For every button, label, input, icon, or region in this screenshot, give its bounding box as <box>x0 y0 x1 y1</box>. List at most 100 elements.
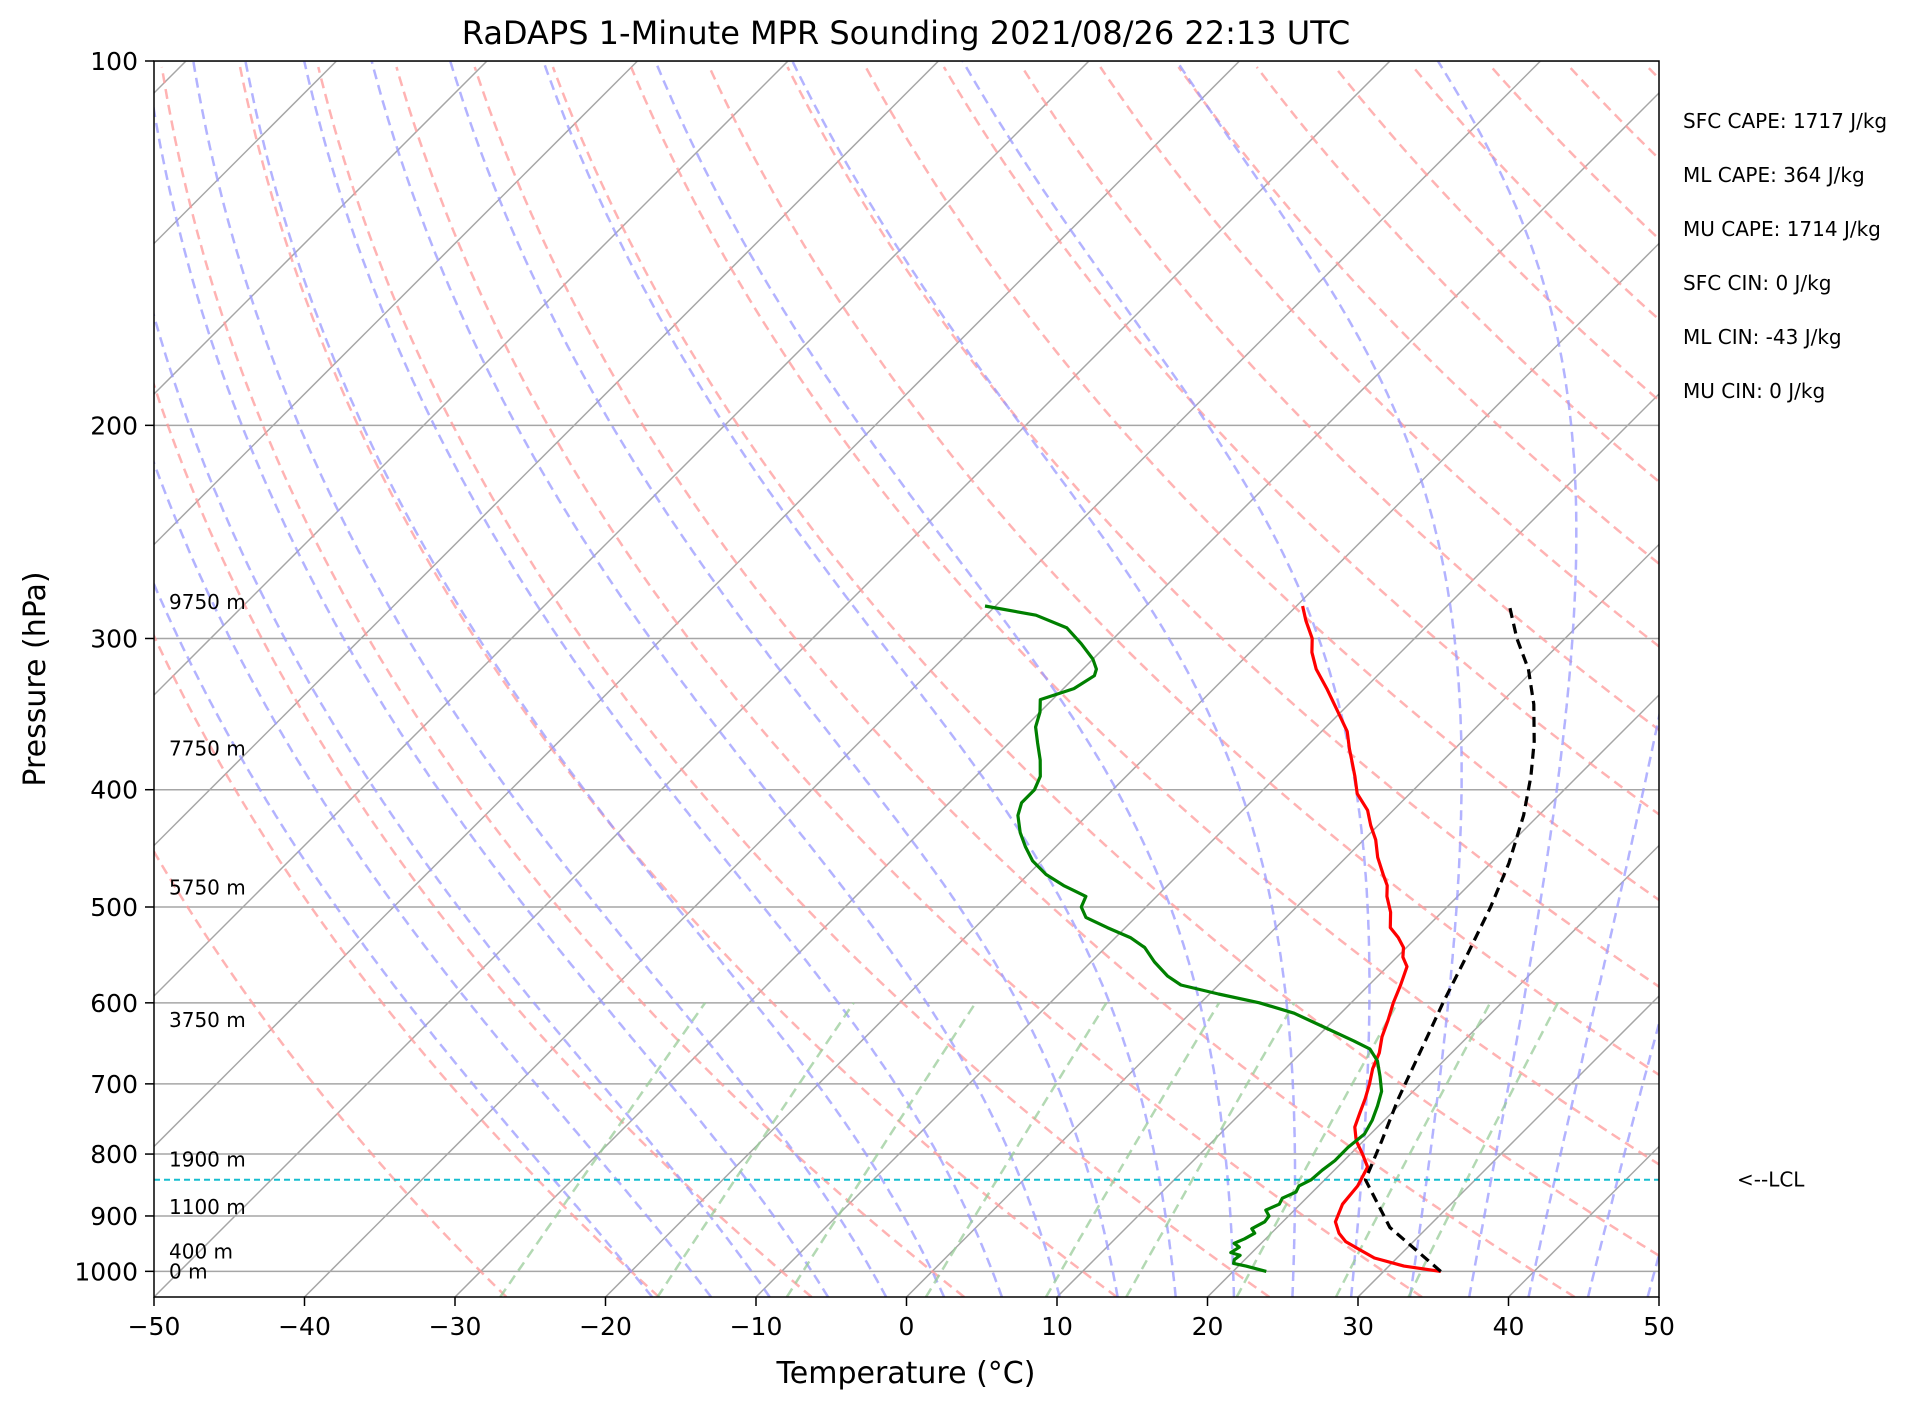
isotherm-line <box>0 61 1089 1297</box>
lcl-label: <--LCL <box>1737 1168 1805 1192</box>
dry-adiabat <box>553 67 1727 1297</box>
x-tick-label: −50 <box>128 1312 181 1341</box>
isotherm-line <box>756 61 1925 1297</box>
dry-adiabat <box>1882 67 1925 1297</box>
y-tick-label: 700 <box>90 1070 138 1099</box>
moist-adiabat <box>146 61 828 1297</box>
mixing-ratio-line <box>1237 1003 1398 1297</box>
dry-adiabat <box>1648 67 1925 1297</box>
isotherm-line <box>154 61 1390 1297</box>
dry-adiabat <box>1804 67 1925 1297</box>
y-tick-label: 500 <box>90 893 138 922</box>
x-tick-label: 50 <box>1643 1312 1675 1341</box>
y-tick-label: 1000 <box>74 1257 138 1286</box>
x-tick-label: −20 <box>579 1312 632 1341</box>
x-tick-label: 20 <box>1192 1312 1224 1341</box>
dry-adiabat <box>240 67 1117 1297</box>
y-tick-label: 100 <box>90 47 138 76</box>
dry-adiabat <box>1179 67 1925 1297</box>
height-label: 7750 m <box>169 737 246 761</box>
dry-adiabat <box>788 67 1925 1297</box>
x-tick-label: −30 <box>429 1312 482 1341</box>
stat-ml-cin: ML CIN: -43 J/kg <box>1683 325 1842 349</box>
isotherm-line <box>455 61 1691 1297</box>
isotherm-line <box>1358 61 1925 1297</box>
x-axis-label: Temperature (°C) <box>776 1356 1036 1391</box>
height-label: 0 m <box>169 1259 208 1283</box>
dry-adiabat <box>5 67 659 1297</box>
moist-adiabat <box>63 61 711 1297</box>
moist-adiabat <box>1177 61 1462 1297</box>
height-label: 9750 m <box>169 590 246 614</box>
isotherm-line <box>1509 61 1925 1297</box>
moist-adiabat <box>1588 61 1895 1297</box>
stat-ml-cape: ML CAPE: 364 J/kg <box>1683 163 1865 187</box>
isotherm-line <box>1057 61 1925 1297</box>
dry-adiabat <box>709 67 1925 1297</box>
y-axis-label: Pressure (hPa) <box>18 571 53 786</box>
isotherm-line <box>1659 61 1925 1297</box>
dry-adiabat <box>162 67 964 1297</box>
stat-sfc-cape: SFC CAPE: 1717 J/kg <box>1683 109 1887 133</box>
isotherm-line <box>0 61 939 1297</box>
stat-mu-cape: MU CAPE: 1714 J/kg <box>1683 217 1881 241</box>
height-label: 1100 m <box>169 1195 246 1219</box>
dry-adiabat <box>1100 67 1925 1297</box>
y-tick-label: 300 <box>90 624 138 653</box>
stat-mu-cin: MU CIN: 0 J/kg <box>1683 379 1825 403</box>
dry-adiabat <box>1335 67 1925 1297</box>
dry-adiabat <box>1257 67 1925 1297</box>
x-tick-label: 30 <box>1342 1312 1374 1341</box>
mixing-ratio-line <box>500 1003 705 1297</box>
x-tick-label: −40 <box>278 1312 331 1341</box>
isotherm-line <box>606 61 1842 1297</box>
dry-adiabat <box>1491 67 1925 1297</box>
y-tick-label: 800 <box>90 1140 138 1169</box>
moist-adiabat <box>1648 61 1925 1297</box>
moist-adiabat <box>450 61 1117 1297</box>
mixing-ratio-line <box>787 1003 976 1297</box>
parcel-line <box>1365 608 1534 1272</box>
moist-adiabat <box>1529 61 1721 1297</box>
x-tick-label: 0 <box>899 1312 915 1341</box>
moist-adiabat <box>655 61 1234 1297</box>
x-tick-label: 40 <box>1493 1312 1525 1341</box>
dry-adiabat <box>866 67 1925 1297</box>
y-tick-label: 600 <box>90 989 138 1018</box>
y-tick-label: 400 <box>90 776 138 805</box>
isotherm-line <box>1810 61 1925 1297</box>
mixing-ratio-line <box>926 1003 1107 1297</box>
height-label: 1900 m <box>169 1147 246 1171</box>
isotherm-line <box>907 61 1925 1297</box>
background-grid <box>0 61 1925 1297</box>
moist-adiabat <box>963 61 1370 1297</box>
moist-adiabat <box>1438 61 1576 1297</box>
isotherm-line <box>0 61 788 1297</box>
x-tick-label: −10 <box>730 1312 783 1341</box>
mixing-ratio-line <box>1126 1003 1294 1297</box>
moist-adiabat <box>792 61 1295 1297</box>
temperature-line <box>1303 606 1441 1271</box>
dry-adiabat <box>1726 67 1925 1297</box>
dry-adiabat <box>1413 67 1925 1297</box>
isotherm-line <box>305 61 1541 1297</box>
stat-sfc-cin: SFC CIN: 0 J/kg <box>1683 271 1831 295</box>
height-label: 3750 m <box>169 1008 246 1032</box>
data-lines <box>154 606 1659 1271</box>
isotherm-line <box>0 61 638 1297</box>
isotherm-line <box>1208 61 1925 1297</box>
chart-title: RaDAPS 1-Minute MPR Sounding 2021/08/26 … <box>462 14 1350 52</box>
dry-adiabat <box>1022 67 1925 1297</box>
y-tick-label: 900 <box>90 1202 138 1231</box>
isotherm-line <box>0 61 487 1297</box>
moist-adiabat <box>193 61 886 1297</box>
moist-adiabat <box>245 61 944 1297</box>
mixing-ratio-line <box>658 1003 854 1297</box>
dry-adiabat <box>631 67 1880 1297</box>
stats-panel: SFC CAPE: 1717 J/kg ML CAPE: 364 J/kg MU… <box>1683 109 1887 403</box>
height-label: 5750 m <box>169 876 246 900</box>
x-tick-label: 10 <box>1041 1312 1073 1341</box>
moist-adiabat <box>103 61 770 1297</box>
